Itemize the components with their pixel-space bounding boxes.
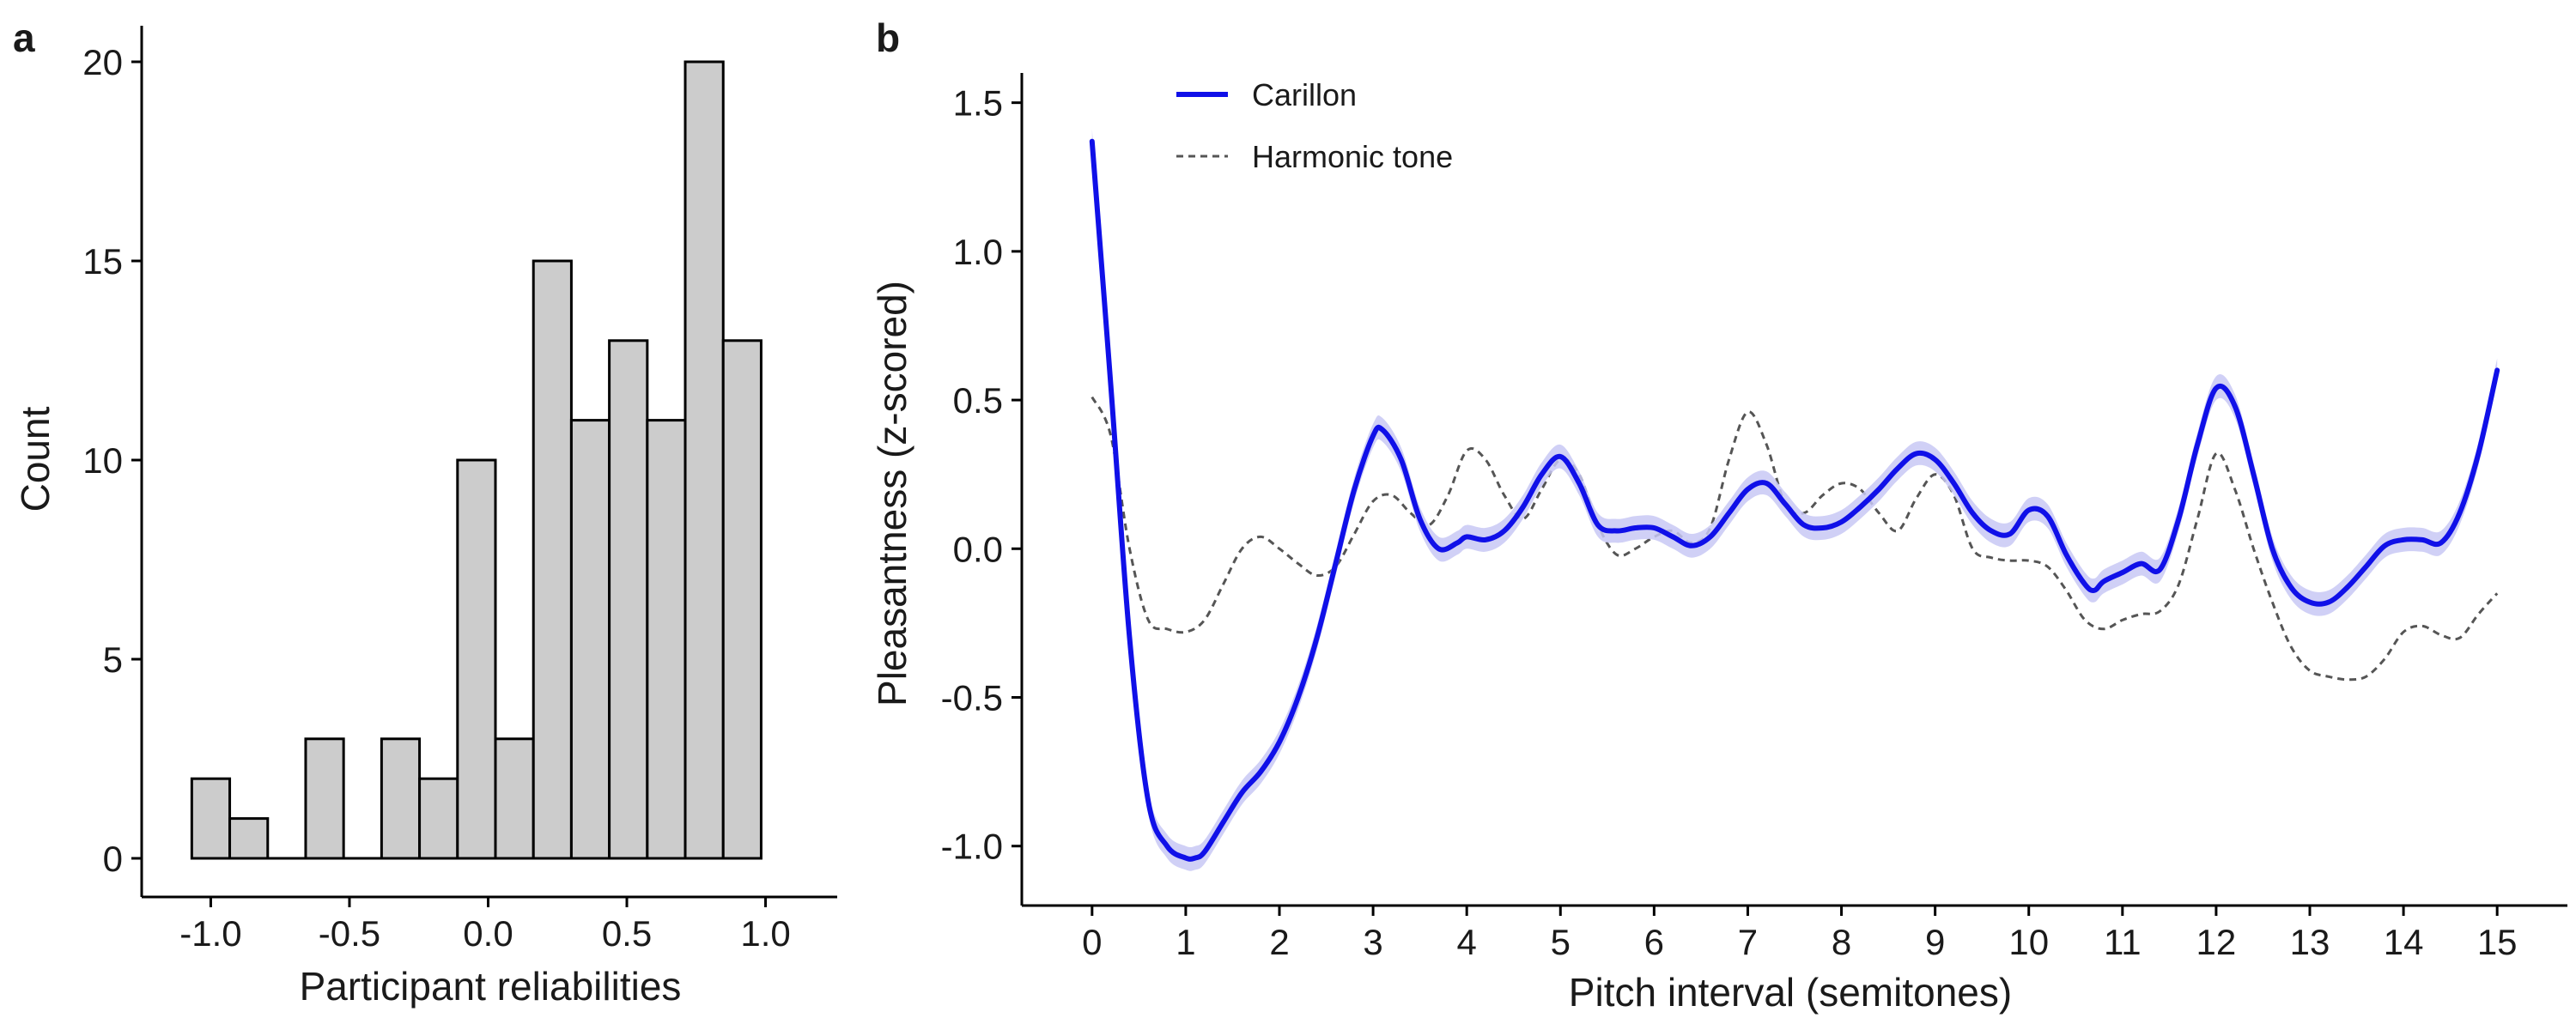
line-chart-x-tick-label: 3 bbox=[1363, 922, 1382, 962]
line-chart-x-tick-label: 13 bbox=[2290, 922, 2330, 962]
histogram-x-tick-label: 1.0 bbox=[740, 913, 790, 954]
histogram-bar bbox=[228, 817, 270, 860]
histogram-x-tick-label: 0.0 bbox=[463, 913, 513, 954]
harmonic-tone-line bbox=[1091, 396, 2499, 682]
line-chart-x-tick-label: 2 bbox=[1269, 922, 1289, 962]
histogram-y-tick-label: 20 bbox=[82, 42, 123, 82]
histogram-bars bbox=[190, 60, 762, 860]
histogram-bar bbox=[304, 737, 345, 860]
line-chart-axes: 0 1 2 3 4 5 6 7 8 9 10 11 12 13 14 15-1.0-0.50.00.51.01… bbox=[941, 73, 2567, 962]
line-chart-x-tick-label: 10 bbox=[2008, 922, 2049, 962]
histogram-bar bbox=[190, 777, 232, 860]
line-chart-x-tick-label: 15 bbox=[2477, 922, 2518, 962]
histogram-bar bbox=[721, 339, 762, 860]
line-chart-x-tick-label: 8 bbox=[1832, 922, 1851, 962]
histogram-x-tick-label: -0.5 bbox=[319, 913, 380, 954]
line-chart-y-tick-label: -0.5 bbox=[941, 678, 1003, 718]
histogram-y-tick-label: 0 bbox=[103, 839, 123, 879]
line-chart-x-tick-label: 7 bbox=[1738, 922, 1758, 962]
line-chart-y-tick-label: 1.5 bbox=[953, 83, 1003, 124]
line-chart-x-tick-label: 0 bbox=[1082, 922, 1102, 962]
histogram-bar bbox=[456, 458, 497, 860]
histogram-bar bbox=[608, 339, 649, 860]
legend-carillon-label: Carillon bbox=[1252, 77, 1357, 112]
panel-a-letter: a bbox=[13, 15, 35, 60]
histogram-y-axis-title: Count bbox=[13, 406, 58, 512]
histogram-bar bbox=[646, 419, 687, 860]
carillon-confidence-band bbox=[1091, 129, 2498, 871]
line-chart-x-tick-label: 5 bbox=[1551, 922, 1571, 962]
histogram-bar bbox=[683, 60, 725, 860]
line-chart-x-tick-label: 1 bbox=[1176, 922, 1195, 962]
histogram-bar bbox=[532, 259, 573, 860]
line-chart-x-tick-label: 11 bbox=[2104, 922, 2142, 962]
line-chart-y-tick-label: -1.0 bbox=[941, 827, 1003, 867]
histogram-bar bbox=[418, 777, 459, 860]
histogram-x-tick-label: -1.0 bbox=[179, 913, 241, 954]
line-chart-x-tick-label: 4 bbox=[1457, 922, 1477, 962]
histogram-y-tick-label: 10 bbox=[82, 440, 123, 481]
line-chart-y-tick-label: 0.0 bbox=[953, 529, 1003, 569]
legend-harmonic-label: Harmonic tone bbox=[1252, 139, 1453, 174]
line-chart-y-tick-label: 1.0 bbox=[953, 232, 1003, 272]
histogram-bar bbox=[380, 737, 422, 860]
histogram-axes: -1.0 -0.5 0.0 0.5 1.0 0 5 10 15 20 bbox=[82, 26, 837, 954]
histogram-y-tick-label: 15 bbox=[82, 241, 123, 282]
line-chart-x-tick-label: 6 bbox=[1644, 922, 1664, 962]
line-chart-x-tick-label: 9 bbox=[1925, 922, 1945, 962]
line-chart-x-axis-title: Pitch interval (semitones) bbox=[1569, 970, 2012, 1015]
panel-b-letter: b bbox=[876, 15, 900, 60]
line-chart-y-tick-label: 0.5 bbox=[953, 380, 1003, 421]
histogram-y-tick-label: 5 bbox=[103, 639, 123, 680]
histogram-x-axis-title: Participant reliabilities bbox=[300, 964, 682, 1009]
line-chart-legend: Carillon Harmonic tone bbox=[1176, 77, 1453, 174]
histogram-bar bbox=[569, 419, 611, 860]
line-series-group bbox=[1089, 129, 2500, 871]
carillon-line bbox=[1089, 138, 2500, 862]
line-chart-x-tick-label: 14 bbox=[2384, 922, 2424, 962]
histogram-bar bbox=[494, 737, 535, 860]
histogram-panel: a -1.0 -0.5 0.0 0.5 1.0 0 5 10 15 20 Participant … bbox=[13, 15, 837, 1009]
histogram-x-tick-label: 0.5 bbox=[602, 913, 652, 954]
line-chart-x-tick-label: 12 bbox=[2196, 922, 2237, 962]
line-chart-y-axis-title: Pleasantness (z-scored) bbox=[870, 281, 914, 706]
line-chart-panel: b 0 1 2 3 4 5 6 7 8 9 10 11 12 13 14 15-1.0-0.50.00.51.… bbox=[870, 15, 2567, 1015]
